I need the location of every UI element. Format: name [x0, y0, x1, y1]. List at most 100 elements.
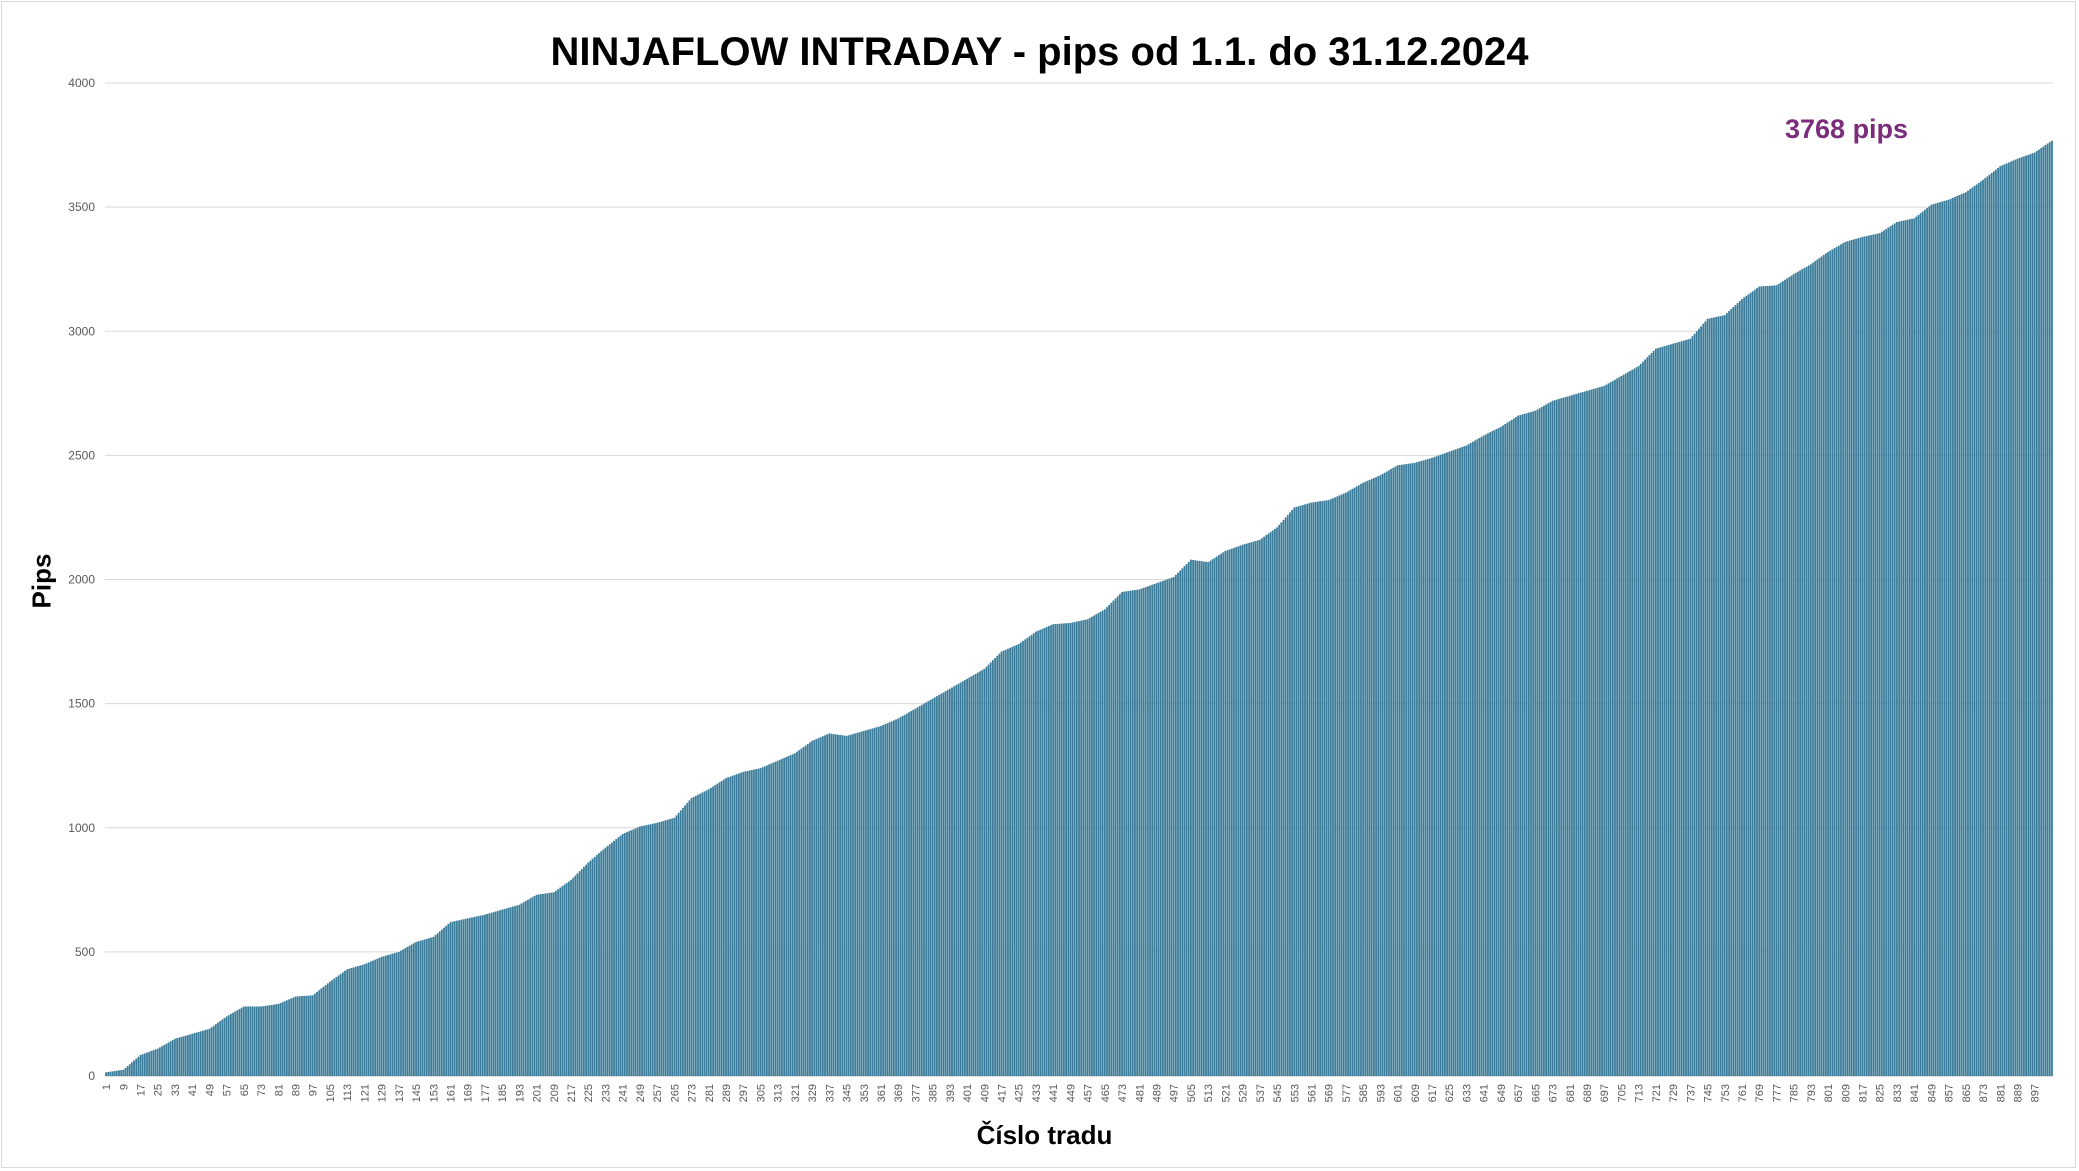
bar: [613, 840, 615, 1076]
bar: [1332, 498, 1334, 1076]
bar: [1734, 305, 1737, 1076]
bar: [1347, 491, 1349, 1076]
bar: [649, 824, 652, 1076]
bar: [242, 1006, 245, 1076]
bar: [1146, 586, 1149, 1076]
bar: [473, 916, 476, 1076]
bar: [1398, 464, 1401, 1076]
bar: [1614, 379, 1616, 1076]
bar: [948, 688, 951, 1076]
bar: [1536, 409, 1539, 1076]
bar: [927, 701, 930, 1076]
bar: [1327, 500, 1330, 1076]
bar: [1047, 626, 1050, 1076]
bar: [182, 1036, 185, 1076]
bar: [839, 734, 841, 1076]
bar: [494, 911, 497, 1076]
bar: [148, 1051, 151, 1076]
x-tick-label: 841: [1909, 1084, 1921, 1102]
x-tick-label: 377: [910, 1084, 922, 1102]
bar: [966, 678, 968, 1076]
bar: [1553, 400, 1556, 1076]
bar: [139, 1054, 142, 1076]
bar: [1138, 589, 1141, 1076]
bar: [1670, 344, 1672, 1076]
bar: [1435, 456, 1438, 1076]
bar: [796, 751, 798, 1076]
bar: [423, 939, 426, 1076]
bar: [589, 860, 592, 1076]
y-tick-label: 3500: [68, 200, 95, 214]
bar: [716, 783, 719, 1076]
bar: [1308, 503, 1311, 1076]
bar: [1237, 546, 1240, 1076]
bar: [264, 1005, 267, 1076]
x-tick-label: 49: [204, 1084, 216, 1096]
bar: [1962, 193, 1965, 1076]
bar: [1626, 372, 1629, 1077]
bar: [2007, 162, 2010, 1076]
bar: [1261, 538, 1263, 1076]
bar: [1450, 450, 1453, 1076]
bar: [1975, 184, 1978, 1077]
bar: [1030, 634, 1033, 1076]
bar: [761, 767, 764, 1076]
bar: [1396, 465, 1399, 1076]
bar: [1035, 631, 1037, 1076]
bar: [309, 995, 312, 1076]
bar: [548, 892, 551, 1076]
x-tick-label: 169: [463, 1084, 475, 1102]
bar: [1519, 415, 1522, 1076]
x-tick-label: 9: [118, 1084, 130, 1090]
bar: [1695, 331, 1698, 1076]
bar: [1101, 610, 1104, 1076]
bar: [1140, 588, 1143, 1076]
bar: [1007, 648, 1009, 1076]
bar: [1558, 398, 1560, 1076]
bar: [1973, 186, 1976, 1076]
bar: [133, 1060, 135, 1076]
bar: [1562, 397, 1565, 1076]
x-tick-label: 81: [273, 1084, 285, 1096]
chart-title: NINJAFLOW INTRADAY - pips od 1.1. do 31.…: [550, 30, 1529, 74]
bar: [443, 927, 445, 1076]
bar: [1751, 291, 1754, 1077]
bar: [1155, 583, 1158, 1076]
y-tick-label: 500: [75, 945, 95, 959]
bar: [2031, 153, 2034, 1077]
bar: [2033, 152, 2036, 1076]
bar: [873, 727, 876, 1076]
x-tick-label: 681: [1565, 1084, 1577, 1102]
bar: [1433, 457, 1436, 1077]
bar: [1383, 472, 1386, 1076]
x-tick-label: 553: [1289, 1084, 1301, 1102]
bar: [410, 944, 413, 1076]
x-tick-label: 409: [979, 1084, 991, 1102]
bar: [1127, 590, 1130, 1076]
bar: [1743, 297, 1746, 1076]
bar: [511, 906, 514, 1076]
bar: [294, 996, 297, 1076]
bar: [466, 918, 469, 1076]
x-tick-label: 849: [1926, 1084, 1938, 1102]
bar: [546, 893, 549, 1076]
bar: [1381, 473, 1384, 1076]
bar: [731, 775, 734, 1076]
x-tick-label: 281: [704, 1084, 716, 1102]
bar: [920, 704, 923, 1076]
bar: [303, 995, 306, 1076]
y-tick-label: 1500: [68, 697, 95, 711]
bar: [1437, 455, 1440, 1076]
bar: [1814, 261, 1817, 1076]
bar: [471, 917, 473, 1076]
bar: [1179, 570, 1182, 1076]
bar: [815, 739, 818, 1076]
x-tick-label: 745: [1703, 1084, 1715, 1102]
bar: [1538, 408, 1541, 1077]
x-tick-label: 161: [445, 1084, 457, 1102]
bar: [1829, 250, 1832, 1076]
bar: [1878, 233, 1881, 1076]
bar: [998, 653, 1001, 1076]
x-tick-label: 337: [824, 1084, 836, 1102]
bar: [1842, 243, 1845, 1076]
